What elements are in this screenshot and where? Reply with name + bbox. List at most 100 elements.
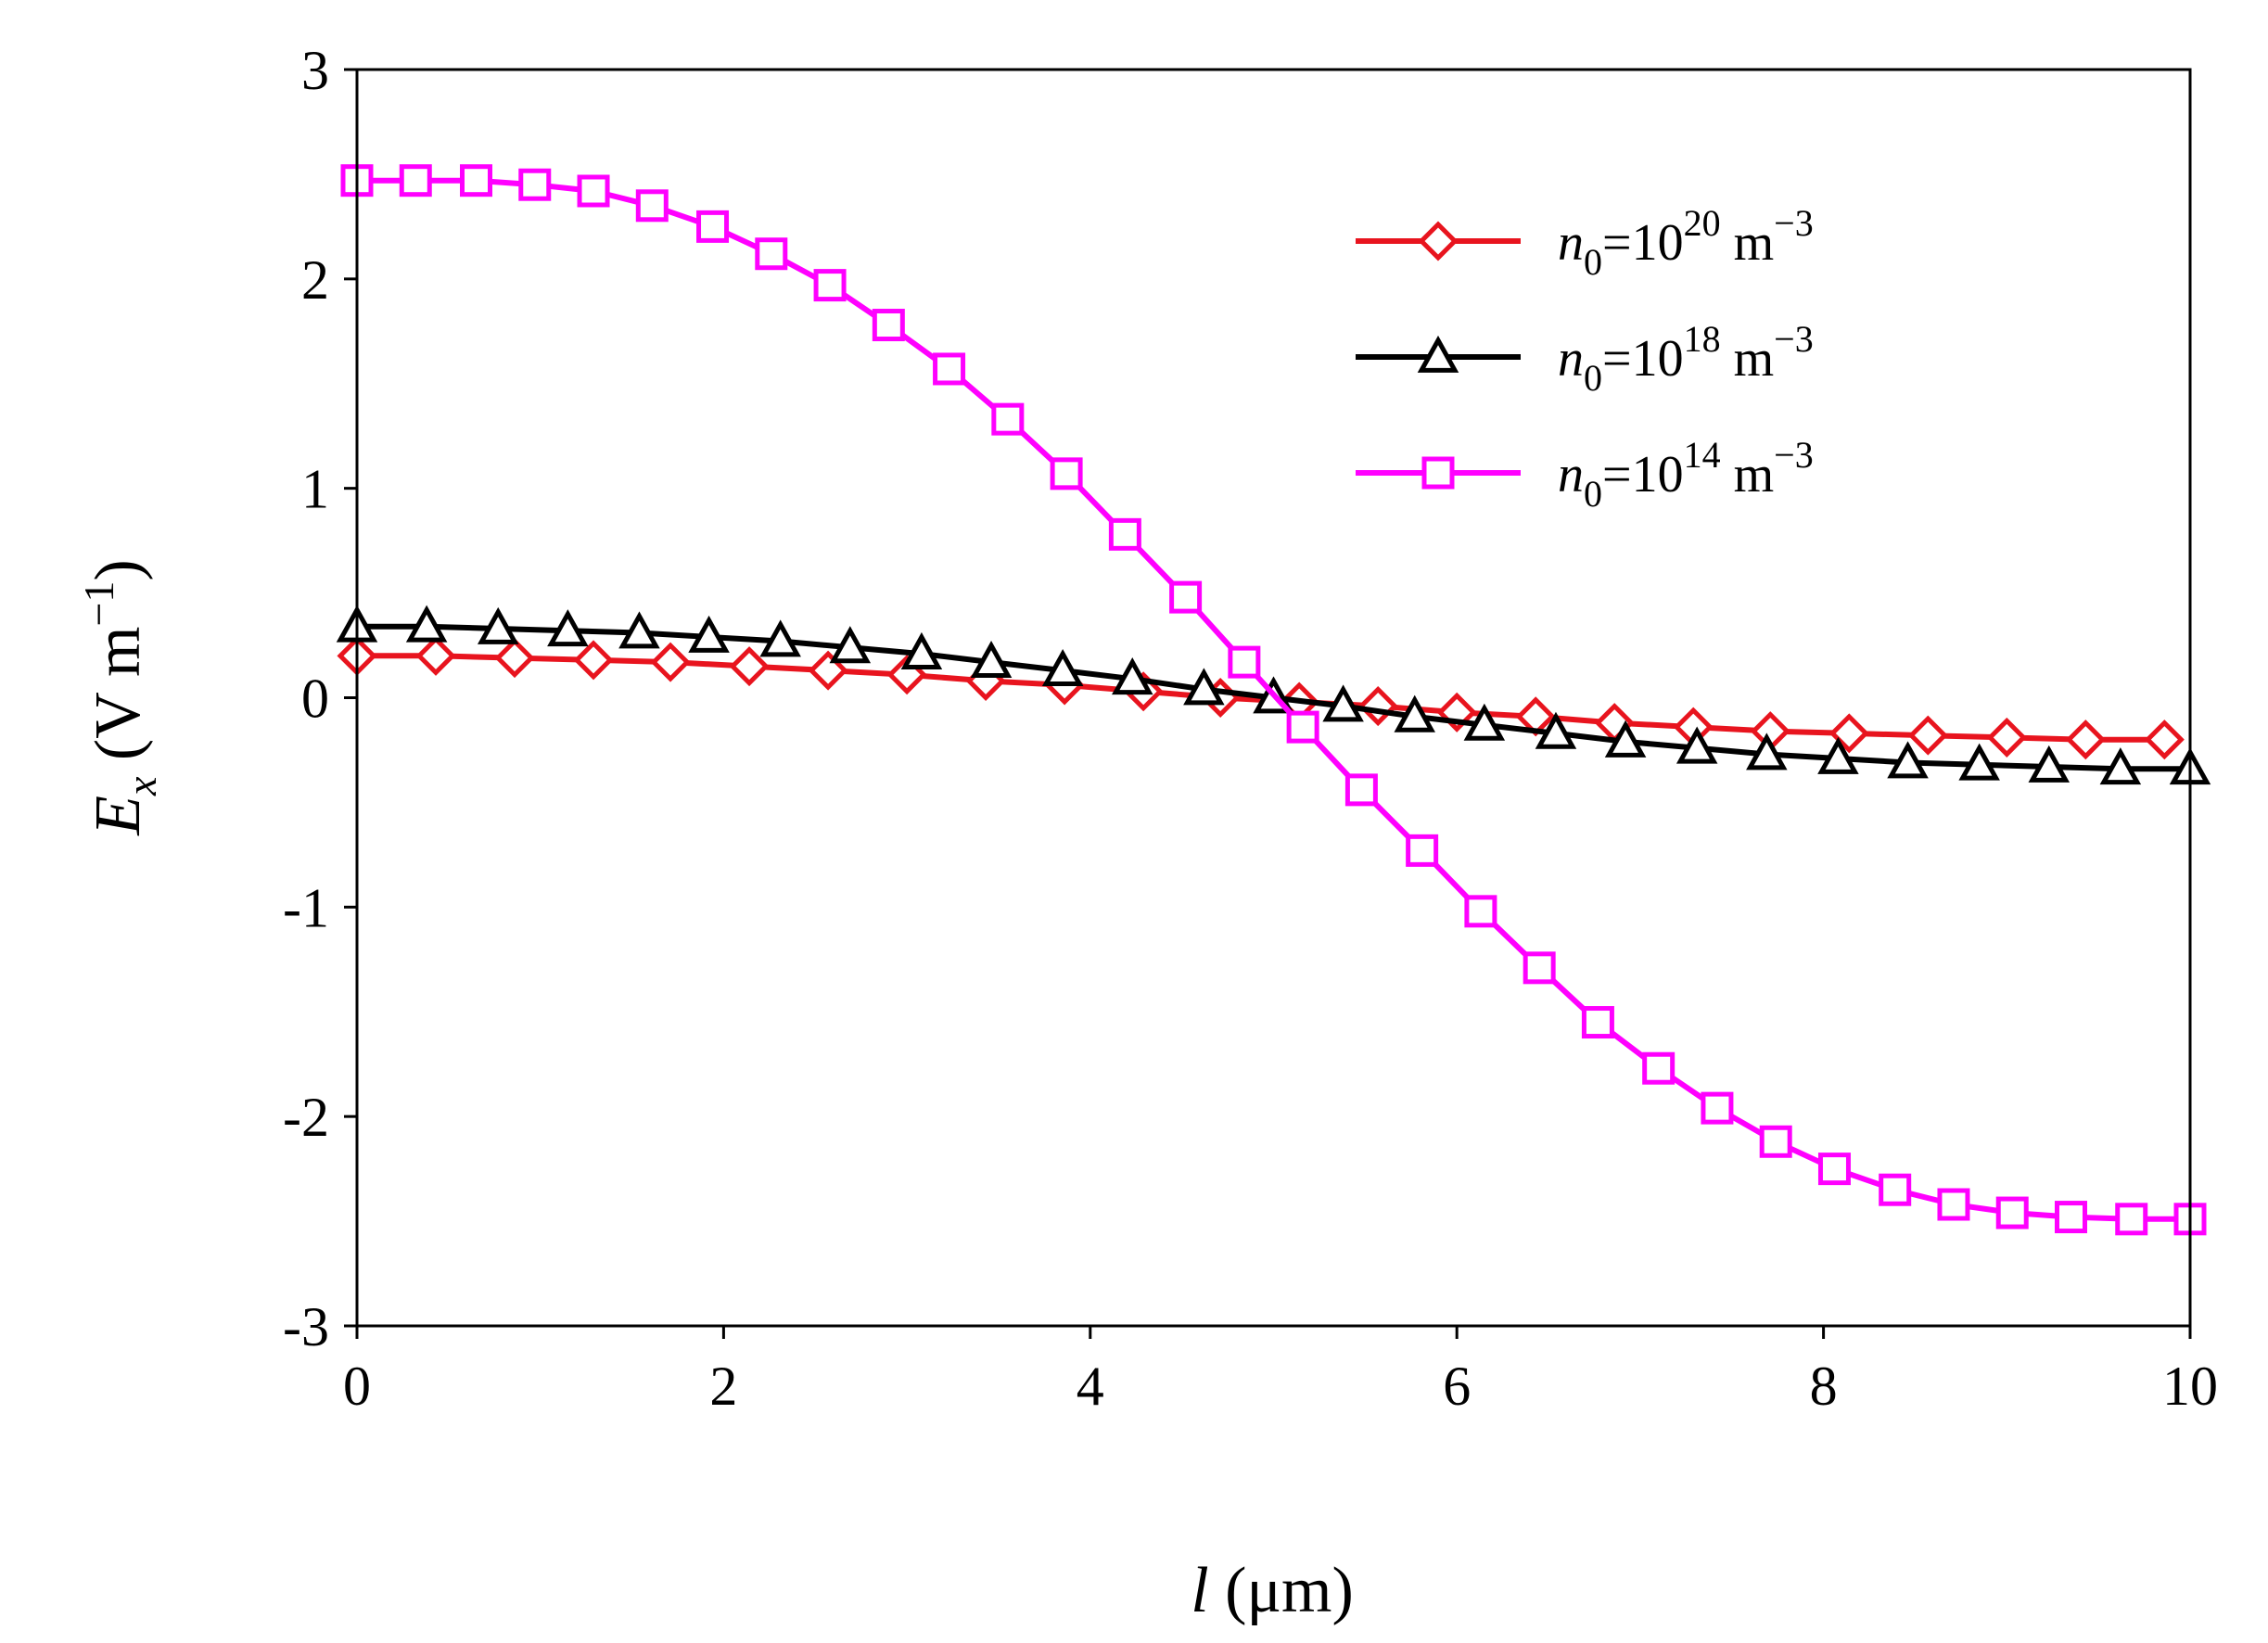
data-point-triangle <box>405 605 448 643</box>
legend-label-sub: 0 <box>1584 473 1602 515</box>
data-point-triangle <box>1322 684 1364 722</box>
data-point-square <box>1050 457 1083 490</box>
data-point-triangle <box>1041 648 1084 687</box>
legend-label: n0=1014 m−3 <box>1558 434 1814 515</box>
legend-label: n0=1020 m−3 <box>1558 202 1814 283</box>
x-tick-label: 4 <box>1077 1356 1104 1417</box>
y-tick-label: 2 <box>301 249 329 311</box>
data-point-triangle <box>477 606 519 644</box>
data-point-triangle <box>1183 668 1225 706</box>
y-tick-label: 1 <box>301 459 329 520</box>
legend-label-exp: 20 <box>1684 202 1721 244</box>
data-point-square <box>1759 1125 1792 1158</box>
data-point-triangle <box>618 611 660 649</box>
data-point-square <box>2054 1201 2087 1234</box>
data-point-diamond <box>2144 720 2185 760</box>
data-point-triangle <box>1958 743 2000 781</box>
y-axis-unit-post: ) <box>83 559 154 580</box>
data-point-diamond <box>573 640 614 681</box>
y-tick-label: -3 <box>283 1296 329 1357</box>
data-point-triangle <box>1112 657 1153 695</box>
y-axis-title: Ex (V m−1) <box>75 559 165 836</box>
y-axis-subscript: x <box>118 776 165 796</box>
data-point-square <box>872 309 905 342</box>
data-point-square <box>755 237 788 271</box>
data-point-square <box>399 164 432 197</box>
data-point-triangle <box>900 631 943 669</box>
legend-label-sub: 0 <box>1584 357 1602 399</box>
y-tick-label: 3 <box>301 40 329 101</box>
y-tick-label: -2 <box>283 1087 329 1148</box>
data-point-square <box>1464 895 1497 928</box>
legend-label-sub: 0 <box>1584 241 1602 283</box>
data-point-square <box>460 164 493 197</box>
data-point-diamond <box>1986 717 2027 758</box>
series-square <box>340 164 2207 1236</box>
data-point-triangle <box>1746 732 1788 771</box>
legend-label-eq: =10 <box>1602 214 1684 272</box>
legend-label-exp: 18 <box>1684 318 1721 360</box>
legend-label-var: n <box>1558 446 1584 503</box>
legend-item-diamond: n0=1020 m−3 <box>1356 202 1814 283</box>
data-point-square <box>813 269 847 302</box>
series-layer <box>336 164 2211 1236</box>
data-point-square <box>1286 710 1319 744</box>
legend-label-unit-exp: −3 <box>1774 202 1814 244</box>
data-point-triangle <box>547 609 589 647</box>
legend-label-var: n <box>1558 330 1584 388</box>
data-point-diamond <box>1907 715 1948 756</box>
y-tick-label: 0 <box>301 669 329 730</box>
legend-label-unit: m <box>1721 446 1775 503</box>
ticks-layer: 0 2 4 6 8 10 -3 -2 -1 0 1 2 3 <box>283 40 2218 1417</box>
data-point-diamond <box>650 642 691 682</box>
x-tick-label: 10 <box>2162 1356 2218 1417</box>
legend-marker <box>1417 335 1459 373</box>
legend-label-unit: m <box>1721 214 1775 272</box>
y-tick-label: -1 <box>283 877 329 938</box>
data-point-triangle <box>1817 736 1859 774</box>
x-tick-label: 6 <box>1443 1356 1471 1417</box>
data-point-square <box>1817 1153 1851 1186</box>
data-point-triangle <box>688 615 730 653</box>
data-point-square <box>991 402 1025 436</box>
legend-item-square: n0=1014 m−3 <box>1356 434 1814 515</box>
data-point-square <box>577 174 610 208</box>
legend-label-eq: =10 <box>1602 330 1684 388</box>
data-point-square <box>1228 645 1261 679</box>
legend-label-unit-exp: −3 <box>1774 434 1814 476</box>
data-point-square <box>1937 1188 1970 1221</box>
data-point-square <box>635 189 669 223</box>
data-point-square <box>1879 1173 1912 1206</box>
x-axis-variable: l <box>1191 1555 1208 1626</box>
data-point-triangle <box>1676 726 1718 764</box>
data-point-square <box>2115 1203 2148 1236</box>
legend-label-unit-exp: −3 <box>1774 318 1814 360</box>
legend-marker <box>1418 221 1459 261</box>
legend-label-exp: 14 <box>1684 434 1721 476</box>
data-point-diamond <box>729 646 770 687</box>
legend-label-eq: =10 <box>1602 446 1684 503</box>
legend: n0=1020 m−3n0=1018 m−3n0=1014 m−3 <box>1356 202 1814 515</box>
data-point-triangle <box>759 619 801 657</box>
legend-label: n0=1018 m−3 <box>1558 318 1814 399</box>
data-point-square <box>1169 580 1203 614</box>
data-point-square <box>1344 773 1378 807</box>
data-point-square <box>1642 1051 1676 1085</box>
data-point-square <box>518 168 552 201</box>
x-tick-label: 0 <box>343 1356 371 1417</box>
data-point-triangle <box>1604 720 1647 758</box>
data-point-triangle <box>1887 741 1929 779</box>
data-point-triangle <box>829 626 872 664</box>
data-point-square <box>1995 1196 2029 1229</box>
data-point-triangle <box>1463 703 1506 741</box>
x-axis-unit: (μm) <box>1209 1555 1354 1626</box>
data-point-square <box>1406 834 1439 867</box>
data-point-square <box>1523 951 1556 985</box>
y-axis-unit-exponent: −1 <box>75 581 122 627</box>
data-point-square <box>1701 1091 1734 1125</box>
x-axis-title: l (μm) <box>1191 1555 1354 1626</box>
y-axis-unit-pre: (V m <box>83 627 154 777</box>
data-point-triangle <box>1394 694 1435 732</box>
